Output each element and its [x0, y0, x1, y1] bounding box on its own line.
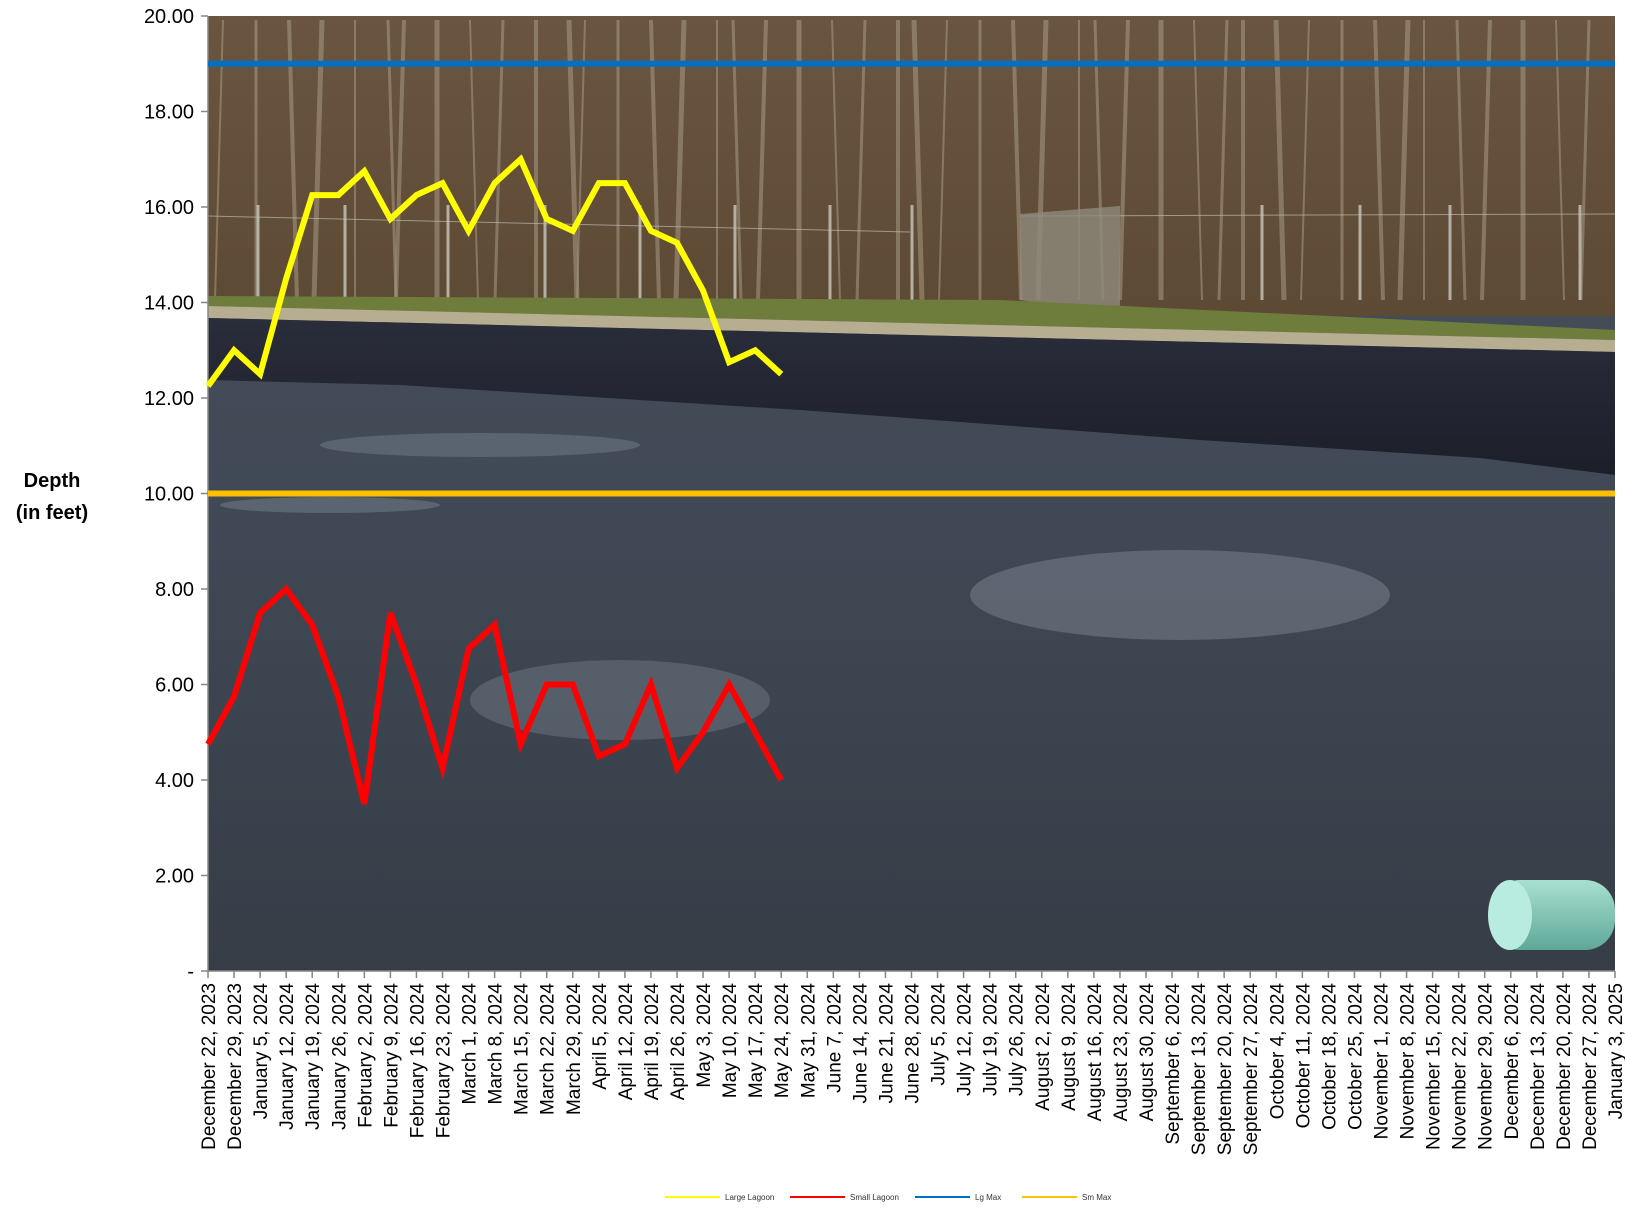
x-tick-label: July 12, 2024	[955, 983, 976, 1096]
x-tick-label: August 16, 2024	[1085, 983, 1106, 1122]
legend-label: Small Lagoon	[850, 1193, 899, 1202]
x-tick-label: August 2, 2024	[1033, 983, 1054, 1111]
x-tick-label: June 14, 2024	[850, 983, 871, 1104]
x-tick-label: May 24, 2024	[772, 983, 793, 1099]
x-tick-label: December 27, 2024	[1580, 983, 1601, 1150]
x-tick-label: March 22, 2024	[538, 983, 559, 1115]
x-tick-label: August 23, 2024	[1111, 983, 1132, 1122]
y-tick-label: 20.00	[144, 6, 194, 28]
x-tick-label: May 17, 2024	[746, 983, 767, 1099]
x-tick-label: July 5, 2024	[929, 983, 950, 1086]
x-tick-label: August 9, 2024	[1059, 983, 1080, 1111]
x-tick-label: February 9, 2024	[381, 983, 402, 1128]
x-tick-label: February 16, 2024	[407, 983, 428, 1139]
y-tick-label: 12.00	[144, 388, 194, 410]
x-tick-label: October 18, 2024	[1319, 983, 1340, 1130]
x-tick-label: October 25, 2024	[1345, 983, 1366, 1130]
x-tick-label: March 29, 2024	[564, 983, 585, 1115]
x-tick-label: June 21, 2024	[876, 983, 897, 1104]
x-tick-label: October 4, 2024	[1267, 983, 1288, 1120]
y-tick-label: 14.00	[144, 293, 194, 315]
x-tick-label: March 1, 2024	[460, 983, 481, 1105]
x-tick-label: September 27, 2024	[1241, 983, 1262, 1156]
y-axis-title: Depth	[24, 470, 81, 492]
legend-label: Large Lagoon	[725, 1193, 774, 1202]
y-tick-label: 10.00	[144, 484, 194, 506]
legend-label: Lg Max	[975, 1193, 1001, 1202]
x-tick-label: April 5, 2024	[590, 983, 611, 1090]
x-tick-label: January 12, 2024	[277, 983, 298, 1130]
y-tick-label: 8.00	[155, 579, 194, 601]
x-tick-label: July 26, 2024	[1007, 983, 1028, 1096]
x-tick-label: October 11, 2024	[1293, 983, 1314, 1129]
x-tick-label: December 13, 2024	[1528, 983, 1549, 1150]
x-tick-label: February 2, 2024	[355, 983, 376, 1128]
x-tick-label: December 6, 2024	[1502, 983, 1523, 1140]
y-tick-label: 18.00	[144, 102, 194, 124]
x-tick-label: June 28, 2024	[903, 983, 924, 1104]
x-tick-label: June 7, 2024	[824, 983, 845, 1093]
x-tick-label: April 26, 2024	[668, 983, 689, 1101]
x-tick-label: September 20, 2024	[1215, 983, 1236, 1156]
x-tick-label: April 12, 2024	[616, 983, 637, 1101]
x-tick-label: November 29, 2024	[1476, 983, 1497, 1150]
x-tick-label: March 15, 2024	[512, 983, 533, 1115]
x-tick-label: May 10, 2024	[720, 983, 741, 1099]
x-tick-label: November 22, 2024	[1450, 983, 1471, 1150]
x-tick-label: January 19, 2024	[303, 983, 324, 1130]
y-tick-label: 4.00	[155, 770, 194, 792]
x-tick-label: January 5, 2024	[251, 983, 272, 1120]
x-tick-label: January 3, 2025	[1606, 983, 1625, 1119]
x-tick-label: December 20, 2024	[1554, 983, 1575, 1150]
x-tick-label: February 23, 2024	[434, 983, 455, 1139]
x-tick-label: May 3, 2024	[694, 983, 715, 1088]
x-tick-label: March 8, 2024	[486, 983, 507, 1105]
x-tick-label: November 1, 2024	[1372, 983, 1393, 1140]
x-tick-label: November 8, 2024	[1398, 983, 1419, 1140]
x-tick-label: December 22, 2023	[199, 983, 220, 1150]
legend-label: Sm Max	[1082, 1193, 1111, 1202]
y-tick-label: 6.00	[155, 675, 194, 697]
y-tick-label: -	[187, 961, 194, 983]
y-axis-title-units: (in feet)	[16, 502, 88, 524]
x-tick-label: August 30, 2024	[1137, 983, 1158, 1122]
x-tick-label: September 6, 2024	[1163, 983, 1184, 1145]
x-tick-label: September 13, 2024	[1189, 983, 1210, 1156]
x-tick-label: December 29, 2023	[225, 983, 246, 1150]
x-tick-label: July 19, 2024	[981, 983, 1002, 1096]
y-tick-label: 16.00	[144, 197, 194, 219]
x-tick-label: November 15, 2024	[1424, 983, 1445, 1150]
y-tick-label: 2.00	[155, 866, 194, 888]
x-tick-label: April 19, 2024	[642, 983, 663, 1101]
x-tick-label: January 26, 2024	[329, 983, 350, 1130]
x-tick-label: May 31, 2024	[798, 983, 819, 1099]
